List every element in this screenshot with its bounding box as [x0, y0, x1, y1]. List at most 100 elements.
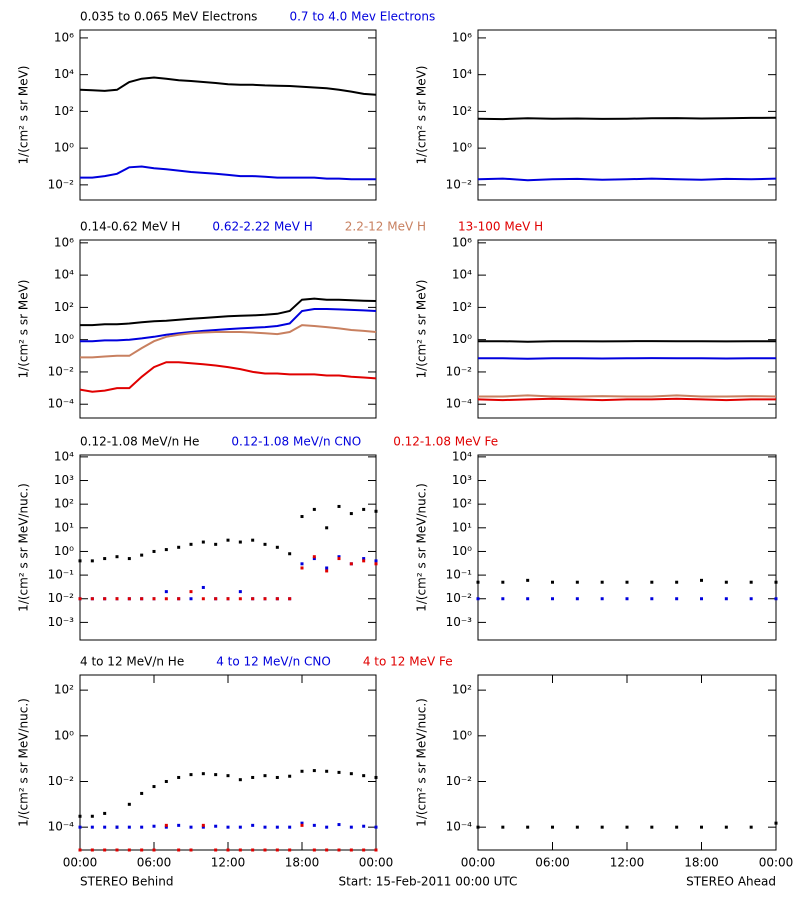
- y-tick-label: 10²: [452, 683, 472, 697]
- y-tick-label: 10⁶: [452, 235, 472, 249]
- data-point: [164, 823, 168, 827]
- data-point: [103, 557, 107, 561]
- data-point: [115, 597, 119, 601]
- x-tick-label: 18:00: [285, 856, 320, 870]
- y-tick-label: 10⁰: [452, 544, 472, 558]
- plot-area: [78, 504, 378, 601]
- data-point: [526, 825, 530, 829]
- data-point: [251, 775, 255, 779]
- data-point: [275, 825, 279, 829]
- plot-area: [476, 821, 778, 829]
- data-point: [78, 848, 82, 852]
- x-tick-label: 12:00: [610, 856, 645, 870]
- plot-frame: [477, 674, 777, 851]
- data-point: [749, 597, 753, 601]
- data-point: [575, 580, 579, 584]
- y-tick-label: 10⁰: [54, 141, 74, 155]
- data-point: [177, 545, 181, 549]
- data-point: [140, 825, 144, 829]
- y-tick-label: 10⁶: [452, 30, 472, 44]
- data-point: [263, 542, 267, 546]
- y-axis-label: 1/(cm² s sr MeV): [17, 66, 31, 165]
- data-point: [650, 580, 654, 584]
- data-point: [362, 774, 366, 778]
- data-point: [226, 538, 230, 542]
- data-point: [251, 848, 255, 852]
- data-point: [312, 555, 316, 559]
- data-point: [300, 515, 304, 519]
- footer-center: Start: 15-Feb-2011 00:00 UTC: [339, 875, 518, 889]
- x-tick-label: 12:00: [211, 856, 246, 870]
- series-line: [80, 297, 377, 327]
- data-point: [78, 825, 82, 829]
- data-point: [312, 848, 316, 852]
- data-point: [152, 848, 156, 852]
- y-tick-label: 10⁻²: [48, 177, 75, 191]
- data-point: [650, 597, 654, 601]
- x-tick-label: 00:00: [63, 856, 98, 870]
- data-point: [724, 597, 728, 601]
- y-tick-label: 10⁴: [54, 268, 74, 282]
- data-point: [349, 512, 353, 516]
- y-tick-label: 10⁰: [54, 728, 74, 742]
- data-point: [214, 824, 218, 828]
- data-point: [103, 825, 107, 829]
- x-tick-label: 18:00: [684, 856, 719, 870]
- plot-area: [476, 578, 778, 601]
- data-point: [325, 848, 329, 852]
- data-point: [476, 597, 480, 601]
- legend-entry: 4 to 12 MeV/n He: [80, 655, 184, 669]
- data-point: [288, 774, 292, 778]
- data-point: [774, 580, 778, 584]
- data-point: [275, 545, 279, 549]
- data-point: [749, 825, 753, 829]
- data-point: [238, 540, 242, 544]
- data-point: [362, 507, 366, 511]
- data-point: [226, 597, 230, 601]
- y-tick-label: 10⁻¹: [446, 568, 473, 582]
- data-point: [325, 769, 329, 773]
- data-point: [164, 825, 168, 829]
- plot-frame: [79, 29, 377, 201]
- data-point: [238, 848, 242, 852]
- data-point: [164, 779, 168, 783]
- data-point: [551, 597, 554, 601]
- y-tick-label: 10⁰: [54, 544, 74, 558]
- legend-entry: 0.12-1.08 MeV/n He: [80, 435, 199, 449]
- data-point: [337, 848, 341, 852]
- y-tick-label: 10²: [54, 104, 74, 118]
- data-point: [374, 562, 378, 566]
- data-point: [201, 597, 205, 601]
- y-tick-label: 10⁶: [54, 235, 74, 249]
- data-point: [700, 825, 703, 829]
- plot-area: [477, 116, 777, 182]
- data-point: [90, 814, 94, 818]
- data-point: [189, 825, 193, 829]
- data-point: [526, 578, 530, 582]
- y-tick-label: 10⁰: [452, 728, 472, 742]
- data-point: [238, 778, 242, 782]
- y-tick-label: 10⁴: [452, 67, 472, 81]
- y-axis-label: 1/(cm² s sr MeV/nuc.): [415, 698, 429, 827]
- data-point: [201, 825, 205, 829]
- data-point: [374, 509, 378, 513]
- data-point: [140, 791, 144, 795]
- data-point: [214, 773, 218, 777]
- y-tick-label: 10⁻⁴: [446, 397, 473, 411]
- data-point: [226, 774, 230, 778]
- data-point: [774, 597, 778, 601]
- legend-entry: 0.7 to 4.0 Mev Electrons: [289, 10, 435, 24]
- y-tick-label: 10⁻⁴: [446, 820, 473, 834]
- data-point: [749, 580, 753, 584]
- plot-area: [78, 769, 378, 852]
- data-point: [177, 848, 181, 852]
- data-point: [201, 772, 205, 776]
- series-line: [477, 116, 777, 121]
- data-point: [288, 848, 292, 852]
- data-point: [312, 507, 316, 511]
- data-point: [300, 823, 304, 827]
- plot-area: [79, 297, 377, 393]
- x-tick-label: 06:00: [137, 856, 172, 870]
- legend-entry: 4 to 12 MeV Fe: [363, 655, 453, 669]
